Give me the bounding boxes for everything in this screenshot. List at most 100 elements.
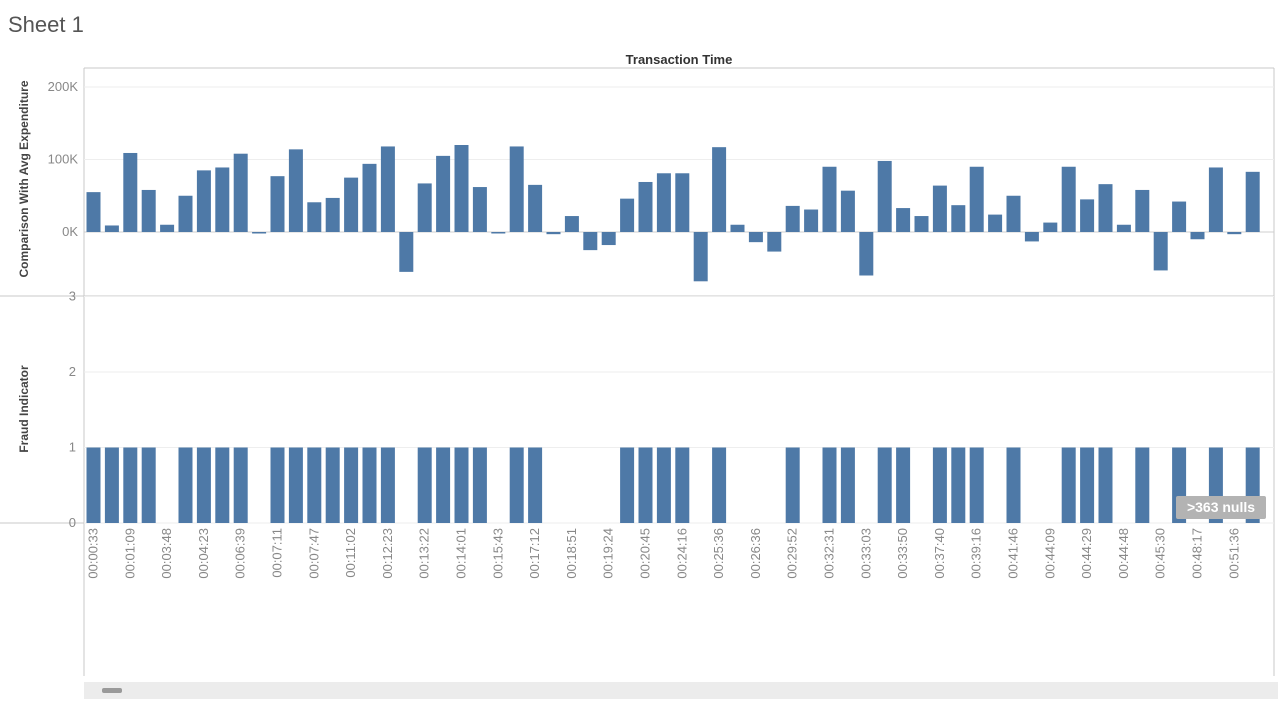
bar-comparison[interactable] [454,145,469,232]
bar-comparison[interactable] [804,209,819,232]
bar-fraud[interactable] [951,447,966,524]
bar-comparison[interactable] [1153,232,1168,271]
bar-fraud[interactable] [656,447,671,524]
bar-comparison[interactable] [215,167,230,232]
bar-comparison[interactable] [785,205,800,232]
bar-fraud[interactable] [712,447,727,524]
bar-comparison[interactable] [969,166,984,232]
bar-comparison[interactable] [1245,171,1260,232]
bar-comparison[interactable] [472,187,487,232]
bar-fraud[interactable] [1135,447,1150,524]
bar-comparison[interactable] [1006,195,1021,232]
bar-comparison[interactable] [675,173,690,232]
bar-comparison[interactable] [528,184,543,232]
bar-comparison[interactable] [601,232,616,246]
bar-comparison[interactable] [252,232,267,234]
bar-comparison[interactable] [1172,201,1187,232]
bar-fraud[interactable] [104,447,119,524]
bar-comparison[interactable] [1080,199,1095,232]
bar-comparison[interactable] [988,214,1003,232]
bar-fraud[interactable] [509,447,524,524]
bar-fraud[interactable] [877,447,892,524]
bar-comparison[interactable] [914,216,929,232]
bar-fraud[interactable] [307,447,322,524]
bar-comparison[interactable] [344,177,359,232]
bar-fraud[interactable] [1080,447,1095,524]
bar-fraud[interactable] [178,447,193,524]
bar-comparison[interactable] [877,160,892,232]
bar-fraud[interactable] [325,447,340,524]
bar-fraud[interactable] [528,447,543,524]
bar-comparison[interactable] [859,232,874,276]
bar-comparison[interactable] [160,224,175,232]
bar-comparison[interactable] [638,181,653,232]
bar-comparison[interactable] [436,155,451,232]
bar-comparison[interactable] [712,147,727,232]
bar-comparison[interactable] [1116,224,1131,232]
bar-comparison[interactable] [1043,222,1058,232]
scrollbar-thumb[interactable] [102,688,122,693]
bar-fraud[interactable] [472,447,487,524]
bar-comparison[interactable] [362,163,377,232]
bar-comparison[interactable] [123,152,138,232]
bar-comparison[interactable] [270,176,285,232]
bar-comparison[interactable] [1227,232,1242,235]
bar-comparison[interactable] [380,146,395,232]
bar-comparison[interactable] [896,208,911,232]
bar-comparison[interactable] [1024,232,1039,242]
bar-fraud[interactable] [1061,447,1076,524]
bar-comparison[interactable] [1098,184,1113,232]
bar-comparison[interactable] [767,232,782,252]
bar-comparison[interactable] [104,225,119,232]
bar-fraud[interactable] [1098,447,1113,524]
bar-comparison[interactable] [693,232,708,282]
bar-comparison[interactable] [1061,166,1076,232]
bar-comparison[interactable] [1135,189,1150,232]
bar-comparison[interactable] [491,232,506,234]
bar-fraud[interactable] [932,447,947,524]
bar-comparison[interactable] [840,190,855,232]
bar-fraud[interactable] [123,447,138,524]
bar-fraud[interactable] [840,447,855,524]
bar-fraud[interactable] [896,447,911,524]
bar-comparison[interactable] [1208,167,1223,232]
bar-comparison[interactable] [546,232,561,235]
bar-comparison[interactable] [307,202,322,232]
bar-comparison[interactable] [509,146,524,232]
bar-comparison[interactable] [730,224,745,232]
bar-comparison[interactable] [399,232,414,272]
bar-fraud[interactable] [1006,447,1021,524]
bar-fraud[interactable] [417,447,432,524]
bar-comparison[interactable] [417,183,432,232]
bar-comparison[interactable] [1190,232,1205,240]
bar-comparison[interactable] [233,153,248,232]
bar-fraud[interactable] [141,447,156,524]
nulls-indicator-badge[interactable]: >363 nulls [1176,496,1266,519]
bar-fraud[interactable] [638,447,653,524]
bar-comparison[interactable] [951,205,966,232]
bar-fraud[interactable] [785,447,800,524]
horizontal-scrollbar[interactable] [84,682,1278,699]
bar-fraud[interactable] [233,447,248,524]
bar-fraud[interactable] [675,447,690,524]
bar-comparison[interactable] [141,189,156,232]
bar-fraud[interactable] [380,447,395,524]
bar-comparison[interactable] [288,149,303,232]
bar-comparison[interactable] [620,198,635,232]
bar-comparison[interactable] [86,192,101,232]
bar-fraud[interactable] [196,447,211,524]
bar-fraud[interactable] [362,447,377,524]
bar-comparison[interactable] [178,195,193,232]
bar-fraud[interactable] [436,447,451,524]
bar-fraud[interactable] [454,447,469,524]
bar-comparison[interactable] [822,166,837,232]
bar-fraud[interactable] [822,447,837,524]
bar-comparison[interactable] [932,185,947,232]
bar-comparison[interactable] [196,170,211,232]
bar-fraud[interactable] [86,447,101,524]
bar-comparison[interactable] [325,197,340,232]
bar-fraud[interactable] [288,447,303,524]
bar-comparison[interactable] [748,232,763,243]
bar-fraud[interactable] [344,447,359,524]
bar-comparison[interactable] [564,216,579,232]
